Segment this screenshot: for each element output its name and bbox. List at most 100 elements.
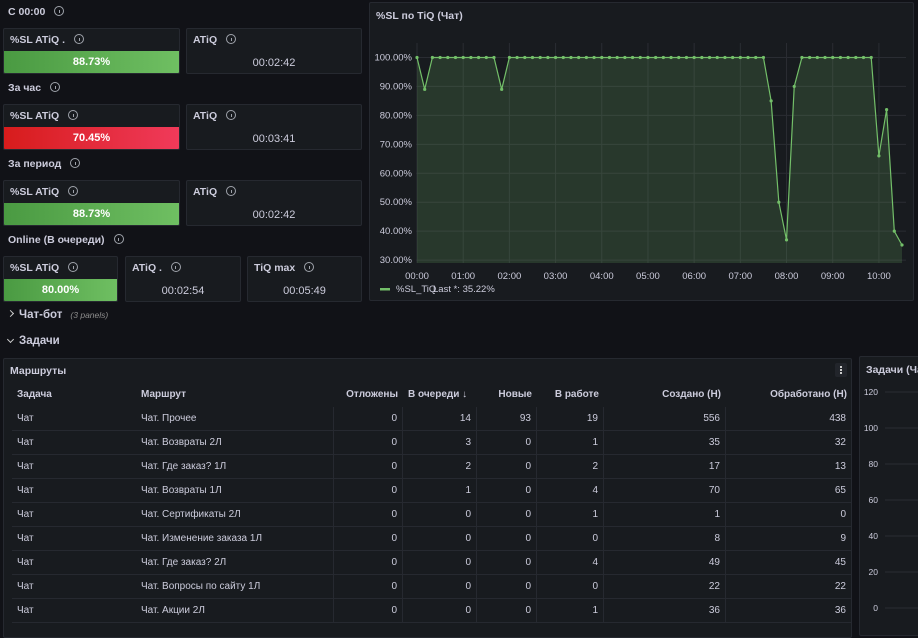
stat-value: 88.73% (4, 51, 179, 73)
chart-panel: %SL по TiQ (Чат) 30.00% 40.00% 50.00% 60.00… (369, 2, 914, 301)
point (669, 55, 673, 60)
menu-button[interactable] (835, 363, 847, 377)
point (885, 107, 889, 112)
point (808, 55, 812, 60)
table-cell: Чат. Изменение заказа 1Л (136, 527, 334, 551)
info-icon (113, 234, 124, 244)
stat-value: 80.00% (4, 279, 117, 301)
table-cell: 0 (477, 431, 537, 455)
column-header[interactable]: В работе (554, 389, 599, 400)
stat-value: 88.73% (4, 203, 179, 225)
point (892, 229, 896, 233)
point (723, 55, 727, 60)
table-cell: 2 (403, 455, 477, 479)
point (700, 55, 704, 60)
column-header[interactable]: Задача (17, 389, 52, 400)
section-header: За период (8, 158, 81, 170)
stat-title: %SL ATiQ (10, 110, 79, 122)
stat-title: ATiQ (193, 186, 237, 198)
x-tick-label: 01:00 (451, 271, 475, 282)
column-header[interactable]: Маршрут (141, 389, 187, 400)
x-tick-label: 10:00 (867, 271, 891, 282)
point (630, 55, 635, 60)
legend-stat: Last *: 35.22% (433, 284, 495, 295)
y-tick-label: 40.00% (380, 226, 413, 237)
section-header: Online (В очереди) (8, 234, 124, 246)
stat-panel: %SL ATiQ 70.45% (3, 104, 180, 150)
chart: 30.00% 40.00% 50.00% 60.00% 70.00% 80.00% 90.0… (374, 43, 906, 295)
table-cell: Чат (12, 527, 136, 551)
info-icon (68, 262, 79, 272)
table-cell: 4 (537, 479, 604, 503)
table-cell: Чат (12, 575, 136, 599)
table-cell: 32 (726, 431, 851, 455)
point (792, 84, 796, 89)
stat-panel: ATiQ 00:02:42 (186, 28, 362, 74)
info-icon (226, 186, 237, 196)
info-icon (226, 34, 237, 44)
point (461, 55, 465, 60)
table-cell: 556 (604, 407, 726, 431)
stat-value: 00:02:54 (161, 285, 205, 297)
stat-title-text: ATiQ . (132, 262, 162, 274)
chevron (6, 309, 15, 318)
table-cell: 0 (403, 527, 477, 551)
point (777, 200, 781, 204)
point (715, 55, 719, 60)
section-header: За час (8, 82, 61, 94)
point (684, 55, 689, 60)
table-cell: 70 (604, 479, 726, 503)
row-header[interactable]: Задачи (6, 335, 60, 347)
point (769, 99, 773, 103)
table-cell: 0 (477, 455, 537, 479)
table-cell: 2 (537, 455, 604, 479)
point (661, 55, 665, 60)
column-header[interactable]: В очереди ↓ (408, 389, 468, 400)
point (484, 55, 488, 60)
table-cell: Чат. Возвраты 2Л (136, 431, 334, 455)
chart-title: %SL по TiQ (Чат) (376, 10, 463, 22)
info-icon (54, 6, 65, 16)
point (692, 55, 696, 60)
table-cell: 0 (334, 575, 403, 599)
table-cell: 0 (403, 575, 477, 599)
table-cell: 45 (726, 551, 851, 575)
table-cell: Чат (12, 407, 136, 431)
row-header[interactable]: Чат-бот (3 panels) (6, 309, 109, 321)
table-cell: Чат (12, 431, 136, 455)
point (707, 55, 712, 60)
column-header[interactable]: Новые (498, 389, 532, 400)
point (800, 55, 804, 60)
y-tick-label: 80.00% (380, 110, 413, 121)
table-cell: 9 (726, 527, 851, 551)
x-tick-label: 03:00 (544, 271, 568, 282)
row-title: Задачи (19, 335, 60, 347)
point (430, 55, 434, 60)
column-header[interactable]: Обработано (Н) (770, 389, 847, 400)
point (469, 55, 473, 60)
table-cell: 1 (537, 431, 604, 455)
point (438, 55, 442, 60)
point (854, 55, 858, 60)
point (530, 55, 535, 60)
area (417, 57, 902, 264)
y-tick-label: 0 (873, 603, 878, 613)
info-icon (70, 158, 81, 168)
section-title: За период (8, 158, 62, 170)
point (646, 55, 650, 60)
point (738, 55, 742, 60)
row-note: (3 panels) (70, 310, 109, 320)
point (538, 55, 542, 60)
table-cell: 1 (403, 479, 477, 503)
column-header[interactable]: Отложены (346, 389, 398, 400)
table-cell: Чат. Акции 2Л (136, 599, 334, 623)
point (515, 55, 519, 60)
y-tick-label: 80 (869, 459, 879, 469)
stat-panel: %SL ATiQ 88.73% (3, 180, 180, 226)
table-cell: 0 (537, 575, 604, 599)
stat-value: 00:02:42 (252, 209, 296, 221)
point (638, 55, 642, 60)
table-cell: 65 (726, 479, 851, 503)
column-header[interactable]: Создано (Н) (662, 389, 721, 400)
